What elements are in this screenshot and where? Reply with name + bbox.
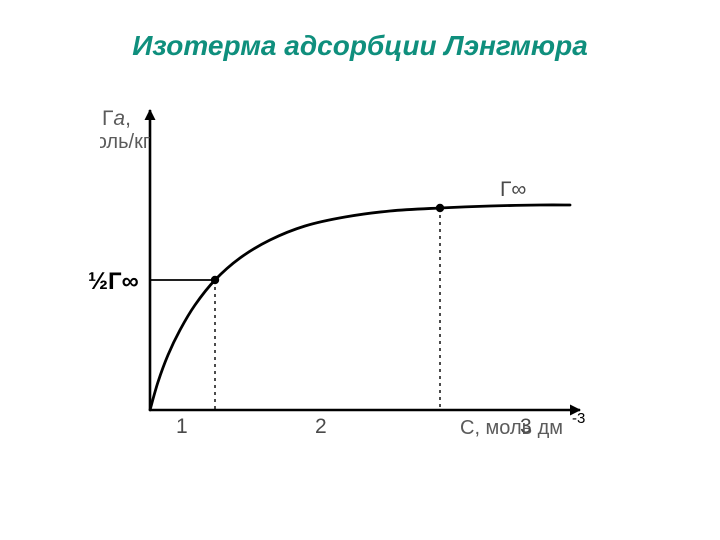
near-inf-point bbox=[436, 204, 444, 212]
isotherm-curve bbox=[150, 205, 570, 410]
y-axis-label-2: моль/кг bbox=[100, 131, 150, 153]
x-axis-label-sup: -3 bbox=[572, 410, 585, 427]
region-2-label: 2 bbox=[315, 415, 327, 438]
gamma-infinity-label: Г∞ bbox=[500, 178, 526, 201]
chart-title: Изотерма адсорбции Лэнгмюра bbox=[0, 30, 720, 62]
langmuir-isotherm-chart: Гa,моль/кг С, моль дм -3 Г∞ 1 2 3 bbox=[100, 100, 640, 470]
x-axis-label: С, моль дм bbox=[460, 417, 563, 439]
page: Изотерма адсорбции Лэнгмюра ½Г∞ Гa,моль/… bbox=[0, 0, 720, 540]
half-gamma-point bbox=[211, 276, 219, 284]
region-1-label: 1 bbox=[176, 415, 188, 438]
y-axis-label-1: Гa, bbox=[102, 107, 131, 130]
region-3-label: 3 bbox=[520, 415, 532, 438]
